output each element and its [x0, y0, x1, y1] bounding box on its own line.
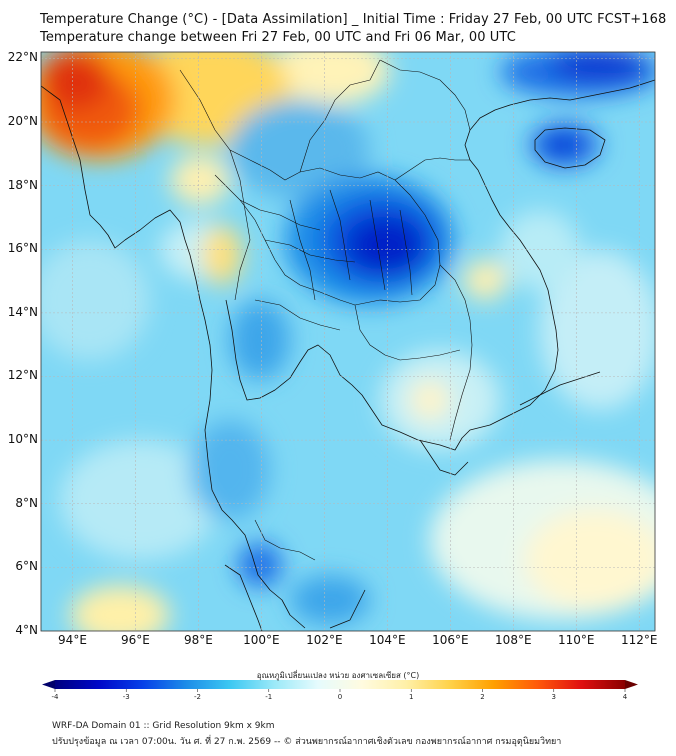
footer-credits: ปรับปรุงข้อมูล ณ เวลา 07:00น. วัน ศ. ที่…: [52, 737, 562, 747]
colorbar: [42, 680, 638, 692]
colorbar-tick-label: -1: [265, 693, 273, 701]
lon-label: 106°E: [432, 633, 469, 647]
temperature-field: [41, 52, 655, 631]
colorbar-tick-label: 3: [551, 693, 556, 701]
lon-label: 110°E: [558, 633, 595, 647]
colorbar-tick-label: -3: [122, 693, 130, 701]
chart-subtitle: Temperature change between Fri 27 Feb, 0…: [40, 30, 516, 45]
graticule: [41, 52, 655, 631]
colorbar-tick-label: -4: [51, 693, 59, 701]
lat-label: 6°N: [15, 559, 38, 574]
map-frame: [40, 51, 656, 632]
colorbar-tick-label: 0: [337, 693, 343, 701]
lat-label: 12°N: [7, 368, 38, 383]
lon-label: 108°E: [495, 633, 532, 647]
lat-label: 22°N: [7, 50, 38, 65]
lat-label: 14°N: [7, 304, 38, 319]
colorbar-min-arrow: [42, 680, 55, 689]
lat-label: 16°N: [7, 241, 38, 256]
lon-label: 96°E: [121, 633, 150, 647]
footer-model-info: WRF-DA Domain 01 :: Grid Resolution 9km …: [52, 721, 275, 731]
colorbar-tick-label: 2: [480, 693, 485, 701]
colorbar-tick-label: 1: [409, 693, 414, 701]
lon-label: 102°E: [306, 633, 343, 647]
lat-label: 4°N: [15, 623, 38, 637]
lat-label: 8°N: [15, 495, 38, 510]
colorbar-tick-label: -2: [194, 693, 201, 701]
lat-label: 10°N: [7, 432, 38, 447]
chart-title: Temperature Change (°C) - [Data Assimila…: [40, 12, 667, 27]
lat-label: 20°N: [7, 113, 38, 128]
colorbar-label: อุณหภูมิเปลี่ยนแปลง หน่วย องศาเซลเซียส (…: [256, 671, 420, 680]
lat-label: 18°N: [7, 177, 38, 192]
colorbar-tick-label: 4: [622, 693, 628, 701]
colorbar-gradient: [55, 680, 625, 689]
lon-label: 104°E: [369, 633, 406, 647]
lon-label: 98°E: [183, 633, 213, 647]
colorbar-max-arrow: [625, 680, 638, 689]
lon-label: 112°E: [621, 633, 658, 647]
lon-label: 100°E: [243, 633, 280, 647]
country-borders: [179, 59, 473, 561]
lon-label: 94°E: [58, 633, 87, 647]
